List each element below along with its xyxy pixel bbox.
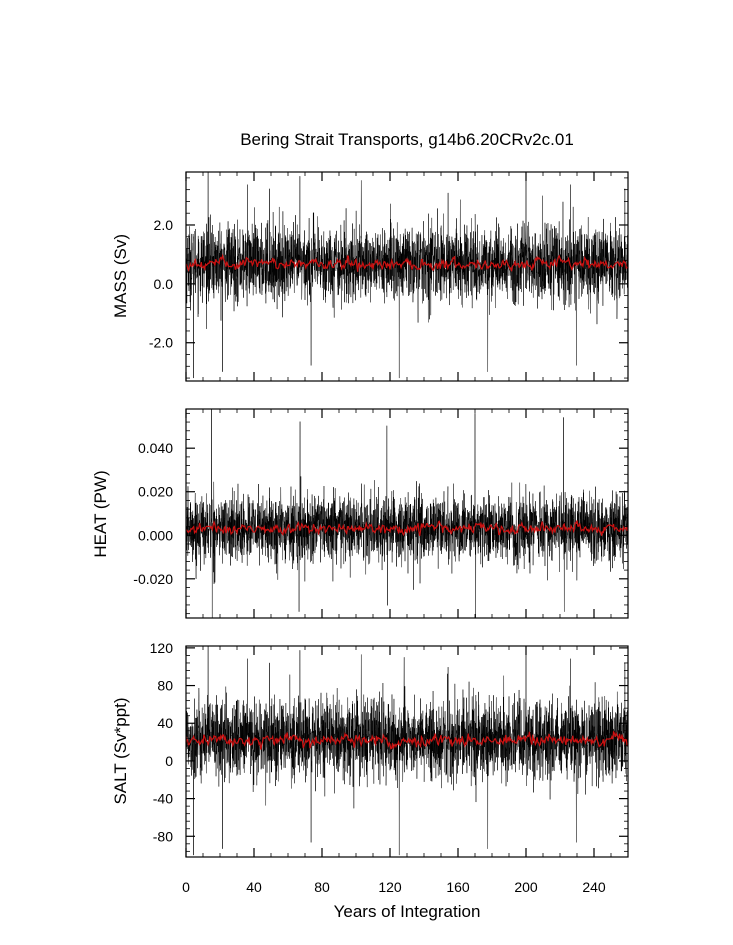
- panel-mass: -2.0 0.0 2.0 MASS (Sv): [111, 171, 629, 382]
- heat-y-tick-label: 0.000: [138, 527, 173, 543]
- salt-x-axis: [185, 646, 629, 857]
- x-tick-label: 40: [246, 879, 262, 895]
- mass-y-label: MASS (Sv): [111, 234, 130, 318]
- salt-smoothed-series: [185, 731, 629, 750]
- chart-title: Bering Strait Transports, g14b6.20CRv2c.…: [240, 130, 574, 149]
- heat-monthly-line: [185, 408, 629, 619]
- heat-smoothed-line: [185, 520, 629, 537]
- panel-salt: -80 -40 0 40 80 120 SALT (Sv*ppt): [111, 640, 629, 858]
- mass-y-tick-label: -2.0: [149, 335, 173, 351]
- panel-heat: -0.020 0.000 0.020 0.040 HEAT (PW): [91, 408, 629, 619]
- mass-y-tick-label: 0.0: [154, 276, 174, 292]
- salt-y-tick-label: -40: [153, 791, 173, 807]
- x-tick-label: 120: [378, 879, 402, 895]
- salt-y-label: SALT (Sv*ppt): [111, 697, 130, 804]
- x-tick-label: 0: [182, 879, 190, 895]
- salt-smoothed-line: [185, 731, 629, 750]
- frame-mass: [185, 171, 629, 382]
- salt-y-tick-label: 80: [157, 678, 173, 694]
- salt-y-tick-label: 120: [150, 640, 174, 656]
- mass-y-tick-label: 2.0: [154, 217, 174, 233]
- heat-y-axis: -0.020 0.000 0.020 0.040: [133, 412, 628, 615]
- x-tick-label: 160: [446, 879, 470, 895]
- salt-y-axis: -80 -40 0 40 80 120: [150, 640, 628, 852]
- mass-smoothed-series: [185, 253, 629, 273]
- mass-y-axis: -2.0 0.0 2.0: [149, 177, 628, 379]
- heat-smoothed-series: [185, 520, 629, 537]
- heat-y-tick-label: -0.020: [133, 571, 173, 587]
- salt-monthly-line: [185, 645, 629, 856]
- mass-smoothed-line: [185, 253, 629, 273]
- salt-monthly-series: [185, 645, 629, 856]
- frame-salt: [185, 645, 629, 858]
- x-axis-label: Years of Integration: [334, 902, 481, 921]
- heat-y-tick-label: 0.040: [138, 440, 173, 456]
- x-tick-label: 80: [314, 879, 330, 895]
- mass-monthly-line: [185, 171, 629, 379]
- mass-monthly-series: [185, 171, 629, 379]
- salt-y-tick-label: -80: [153, 828, 173, 844]
- x-tick-label: 200: [514, 879, 538, 895]
- x-tick-labels: 0 40 80 120 160 200 240: [182, 879, 606, 895]
- frame-heat: [185, 408, 629, 619]
- heat-y-label: HEAT (PW): [91, 470, 110, 557]
- heat-monthly-series: [185, 408, 629, 619]
- salt-y-tick-label: 0: [165, 753, 173, 769]
- salt-y-tick-label: 40: [157, 715, 173, 731]
- x-tick-label: 240: [582, 879, 606, 895]
- heat-y-tick-label: 0.020: [138, 484, 173, 500]
